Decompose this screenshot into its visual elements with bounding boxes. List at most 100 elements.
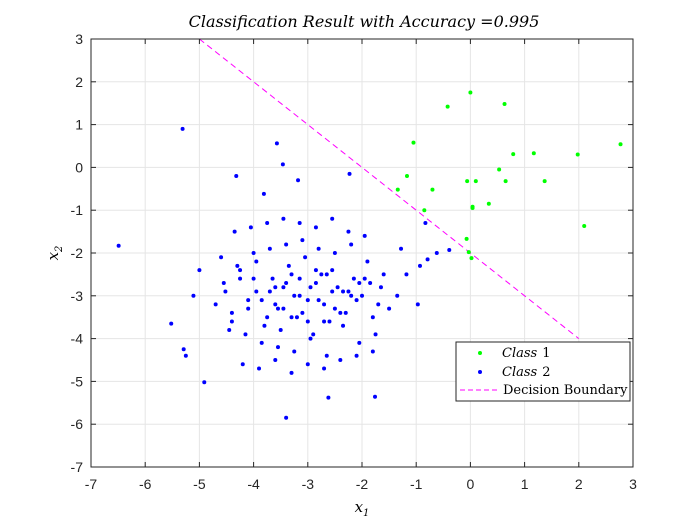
y-axis-label-main: x <box>44 251 62 260</box>
x-tick-label: -7 <box>85 476 98 492</box>
class2-point <box>270 276 275 281</box>
x-tick-label: -4 <box>247 476 260 492</box>
class2-point <box>330 216 335 221</box>
class2-point <box>332 251 337 255</box>
y-tick-label: -5 <box>71 373 84 389</box>
class1-point <box>497 167 502 172</box>
class2-point <box>343 310 348 315</box>
legend-box <box>455 341 631 402</box>
class2-point <box>303 255 308 260</box>
class2-point <box>202 380 207 385</box>
class2-point <box>362 276 367 281</box>
class2-point <box>281 216 286 221</box>
x-tick-label: -1 <box>410 476 423 492</box>
class2-point <box>243 332 248 337</box>
class2-point <box>262 323 267 328</box>
class2-point <box>180 126 185 131</box>
class2-point <box>300 310 305 315</box>
class2-point <box>434 251 439 255</box>
class1-point <box>575 152 580 157</box>
legend-label-class2-main: Class <box>502 365 538 380</box>
class2-point <box>261 191 266 196</box>
class1-point <box>466 250 471 255</box>
class2-point <box>395 293 400 298</box>
class2-point <box>289 370 294 375</box>
class2-point <box>281 285 286 290</box>
class2-point <box>284 242 289 247</box>
class2-point <box>292 293 297 298</box>
class2-point <box>219 255 224 260</box>
x-tick-label: -3 <box>302 476 315 492</box>
y-tick-label: -2 <box>71 245 84 261</box>
class2-point <box>296 178 301 183</box>
class1-point <box>445 104 450 109</box>
class2-point <box>360 293 364 298</box>
class2-point <box>324 353 329 358</box>
class2-point <box>404 272 409 277</box>
class2-point <box>254 289 259 294</box>
class1-point <box>404 173 409 178</box>
class2-point <box>349 293 354 298</box>
y-tick-label: -4 <box>71 331 84 347</box>
class2-point <box>267 246 272 251</box>
class2-point <box>297 276 302 281</box>
y-tick-label: -3 <box>71 288 84 304</box>
class1-point <box>470 206 475 211</box>
class1-point <box>531 151 536 156</box>
class2-point <box>357 340 362 345</box>
legend-label-class1-num: 1 <box>542 346 550 361</box>
class2-point <box>274 141 279 146</box>
class1-point <box>469 256 474 261</box>
class2-point <box>351 276 356 281</box>
class1-point <box>582 224 587 229</box>
class2-point <box>251 251 256 255</box>
class2-point <box>378 285 383 290</box>
y-tick-label: -7 <box>71 459 84 475</box>
class2-point <box>289 315 294 320</box>
class2-point <box>259 340 264 345</box>
y-tick-label: -1 <box>71 202 84 218</box>
chart-title: Classification Result with Accuracy =0.9… <box>189 12 540 31</box>
class2-point <box>235 263 240 268</box>
x-tick-labels: -7 -6 -5 -4 -3 -2 -1 0 1 2 3 <box>85 476 637 492</box>
y-axis-label: x2 <box>44 246 65 261</box>
class2-point <box>246 306 251 311</box>
class2-point <box>265 315 270 320</box>
legend-label-boundary: Decision Boundary <box>503 383 628 398</box>
class2-point <box>330 268 335 273</box>
class2-point <box>297 293 302 298</box>
class2-point <box>362 233 367 238</box>
class2-point <box>265 221 270 226</box>
class2-point <box>354 298 359 303</box>
class2-point <box>273 358 278 362</box>
class2-point <box>257 366 262 371</box>
class2-point <box>311 332 316 337</box>
class2-point <box>284 415 289 420</box>
class2-point <box>322 302 327 307</box>
class1-point <box>411 140 416 145</box>
class2-point <box>221 280 226 285</box>
class2-point <box>346 289 351 294</box>
class2-point <box>338 358 343 362</box>
class2-point <box>289 272 294 277</box>
class2-point <box>273 302 278 307</box>
class1-point <box>422 208 427 213</box>
class2-point <box>316 298 321 303</box>
class2-point <box>373 332 378 337</box>
class2-point <box>347 171 352 176</box>
class2-point <box>275 306 280 311</box>
class2-point <box>240 362 245 367</box>
class2-point <box>313 225 318 230</box>
y-axis-label-sub: 2 <box>54 246 65 253</box>
class2-point <box>246 298 251 303</box>
class2-point <box>292 349 297 354</box>
class2-point <box>197 268 202 273</box>
legend: Class 1 Class 2 Decision Boundary <box>455 341 631 402</box>
class2-point <box>423 221 428 226</box>
class2-point <box>286 263 291 268</box>
class1-point <box>618 142 623 147</box>
class2-point <box>365 259 370 264</box>
class2-point <box>305 319 310 324</box>
class1-point <box>465 179 470 184</box>
